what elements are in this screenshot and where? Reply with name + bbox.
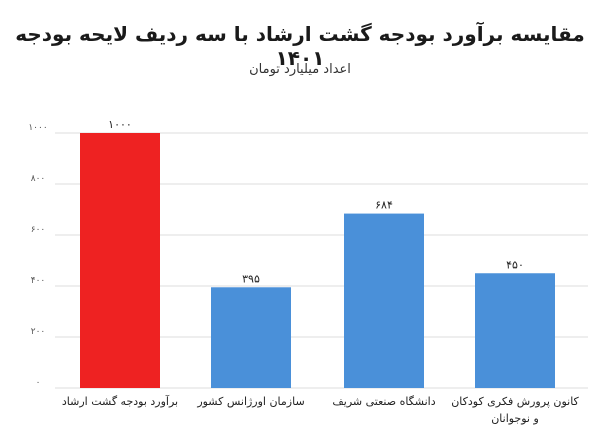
y-tick-label-600: ۶۰۰: [31, 225, 46, 235]
bar-2: [211, 287, 291, 388]
y-tick-label-800: ۸۰۰: [31, 174, 46, 184]
bar-4: [475, 273, 555, 388]
category-label-3: دانشگاه صنعتی شریف: [332, 395, 435, 408]
y-axis-ticks: ۰ ۲۰۰ ۴۰۰ ۶۰۰ ۸۰۰ ۱۰۰۰: [28, 123, 47, 388]
y-tick-label-200: ۲۰۰: [31, 327, 46, 337]
data-label-4: ۴۵۰: [506, 258, 524, 271]
chart-title: مقایسه برآورد بودجه گشت ارشاد با سه ردیف…: [15, 22, 585, 70]
bar-1: [80, 133, 160, 388]
y-tick-label-1000: ۱۰۰۰: [28, 123, 47, 133]
category-label-1: برآورد بودجه گشت ارشاد: [62, 394, 178, 408]
bars: [80, 133, 555, 388]
chart-subtitle: اعداد میلیارد تومان: [249, 62, 351, 77]
data-label-2: ۳۹۵: [242, 272, 260, 285]
category-label-4-line-2: و نوجوانان: [491, 412, 539, 425]
y-tick-label-0: ۰: [36, 378, 41, 388]
bar-3: [344, 213, 424, 388]
category-label-2: سازمان اورژانس کشور: [196, 395, 304, 408]
category-label-4-line-1: کانون پرورش فکری کودکان: [451, 395, 579, 408]
data-label-1: ۱۰۰۰: [108, 118, 132, 131]
data-label-3: ۶۸۴: [375, 199, 393, 212]
data-labels: ۱۰۰۰ ۳۹۵ ۶۸۴ ۴۵۰: [108, 118, 524, 285]
y-tick-label-400: ۴۰۰: [31, 276, 46, 286]
category-labels: برآورد بودجه گشت ارشاد سازمان اورژانس کشو…: [62, 394, 580, 425]
